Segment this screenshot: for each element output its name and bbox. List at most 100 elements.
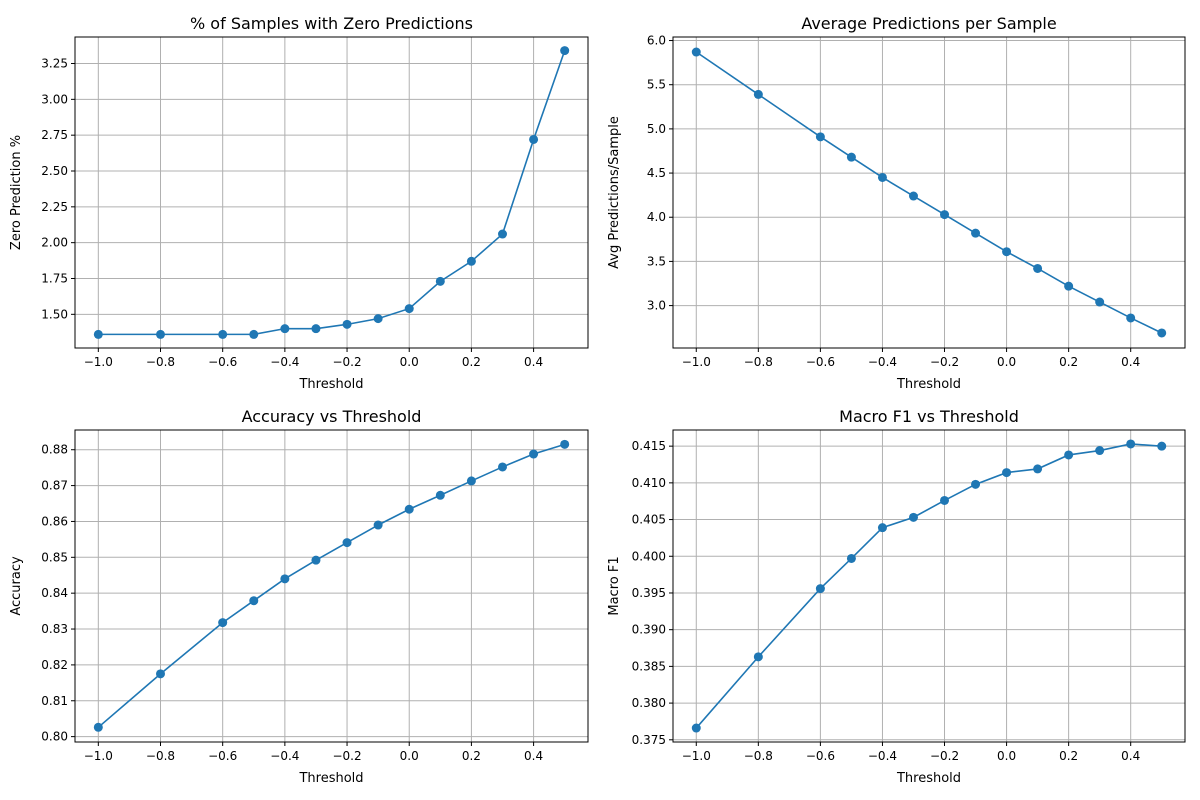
data-point	[1033, 464, 1043, 474]
y-tick-label: 2.00	[41, 236, 68, 250]
data-point	[466, 476, 476, 486]
x-tick-label: 0.0	[400, 355, 419, 369]
data-point	[691, 723, 701, 733]
data-point	[404, 504, 414, 514]
y-tick-label: 0.390	[632, 623, 666, 637]
data-point	[560, 439, 570, 449]
data-point	[466, 256, 476, 266]
y-tick-label: 0.83	[41, 622, 68, 636]
data-point	[280, 324, 290, 334]
x-tick-label: −0.6	[806, 749, 835, 763]
data-point	[908, 512, 918, 522]
y-tick-label: 2.25	[41, 200, 68, 214]
x-tick-label: −1.0	[84, 749, 113, 763]
y-tick-label: 0.405	[632, 513, 666, 527]
y-tick-label: 6.0	[647, 34, 666, 48]
chart-title: Average Predictions per Sample	[801, 14, 1056, 33]
y-tick-label: 0.415	[632, 439, 666, 453]
data-point	[435, 276, 445, 286]
x-tick-label: 0.4	[524, 749, 543, 763]
data-point	[249, 596, 259, 606]
x-tick-label: 0.0	[997, 749, 1016, 763]
chart-title: Accuracy vs Threshold	[242, 407, 422, 426]
y-tick-label: 0.82	[41, 658, 68, 672]
y-tick-label: 4.5	[647, 166, 666, 180]
series-line	[695, 51, 1163, 334]
y-tick-label: 3.00	[41, 92, 68, 106]
x-tick-label: −0.8	[744, 355, 773, 369]
data-point	[1033, 263, 1043, 273]
y-tick-label: 0.395	[632, 586, 666, 600]
y-tick-label: 1.50	[41, 307, 68, 321]
data-point	[940, 495, 950, 505]
y-axis-label: Macro F1	[607, 556, 622, 615]
data-point	[1064, 281, 1074, 291]
y-tick-label: 0.80	[41, 730, 68, 744]
x-tick-label: −0.4	[868, 749, 897, 763]
axes-frame	[672, 429, 1186, 743]
data-point	[373, 520, 383, 530]
data-point	[498, 229, 507, 239]
data-point	[1095, 297, 1105, 307]
data-point	[93, 722, 103, 732]
data-point	[93, 329, 103, 339]
axes-frame	[74, 36, 589, 349]
x-tick-label: −0.8	[146, 355, 175, 369]
x-tick-label: −0.4	[270, 749, 299, 763]
data-point	[435, 490, 445, 500]
data-point	[753, 89, 763, 99]
data-point	[280, 574, 290, 584]
series-line	[97, 443, 565, 728]
x-tick-label: 0.4	[524, 355, 543, 369]
data-point	[877, 523, 887, 533]
data-point	[940, 210, 950, 220]
x-tick-label: 0.0	[997, 355, 1016, 369]
data-point	[877, 172, 887, 182]
axes-frame	[672, 36, 1186, 349]
x-tick-label: −0.8	[744, 749, 773, 763]
data-point	[1126, 313, 1136, 323]
data-point	[498, 462, 507, 472]
data-point	[753, 652, 763, 662]
data-point	[218, 329, 228, 339]
y-axis-label: Accuracy	[9, 556, 24, 616]
x-tick-label: −0.2	[930, 749, 959, 763]
data-point	[404, 304, 414, 314]
data-point	[1095, 446, 1105, 456]
subplot-3: −1.0 −0.8 −0.6 −0.4 −0.2 0.0 0.2 0.4 0.80 0.81 0.8…	[9, 407, 589, 786]
subplot-4: −1.0 −0.8 −0.6 −0.4 −0.2 0.0 0.2 0.4 0.375 0.380 0…	[607, 407, 1186, 786]
data-point	[529, 449, 539, 459]
y-tick-label: 0.385	[632, 659, 666, 673]
y-tick-label: 0.87	[41, 479, 68, 493]
data-point	[249, 329, 259, 339]
y-tick-label: 0.84	[41, 586, 68, 600]
x-tick-label: 0.4	[1121, 749, 1140, 763]
data-point	[1064, 450, 1074, 460]
y-tick-label: 0.88	[41, 443, 68, 457]
x-axis-label: Threshold	[298, 771, 363, 786]
y-tick-label: 1.75	[41, 271, 68, 285]
y-tick-label: 0.410	[632, 476, 666, 490]
data-point	[373, 314, 383, 324]
data-point	[846, 553, 856, 563]
x-tick-label: −0.6	[208, 355, 237, 369]
data-point	[846, 152, 856, 162]
x-tick-label: −0.6	[806, 355, 835, 369]
x-tick-label: −0.2	[332, 355, 361, 369]
x-tick-label: −0.6	[208, 749, 237, 763]
data-point	[342, 319, 352, 329]
y-axis-label: Zero Prediction %	[9, 135, 24, 250]
data-point	[311, 555, 321, 565]
x-tick-label: −0.2	[332, 749, 361, 763]
x-tick-label: −0.4	[868, 355, 897, 369]
subplot-2: −1.0 −0.8 −0.6 −0.4 −0.2 0.0 0.2 0.4 3.0 3.5 4.0 4.…	[607, 14, 1186, 392]
subplot-1: −1.0 −0.8 −0.6 −0.4 −0.2 0.0 0.2 0.4 1.50 1.75 2.0…	[9, 14, 589, 392]
data-point	[1157, 441, 1167, 451]
data-point	[218, 618, 228, 628]
y-tick-label: 3.25	[41, 57, 68, 71]
x-axis-label: Threshold	[896, 771, 961, 786]
data-point	[908, 191, 918, 201]
chart-title: % of Samples with Zero Predictions	[190, 14, 473, 33]
data-point	[311, 324, 321, 334]
